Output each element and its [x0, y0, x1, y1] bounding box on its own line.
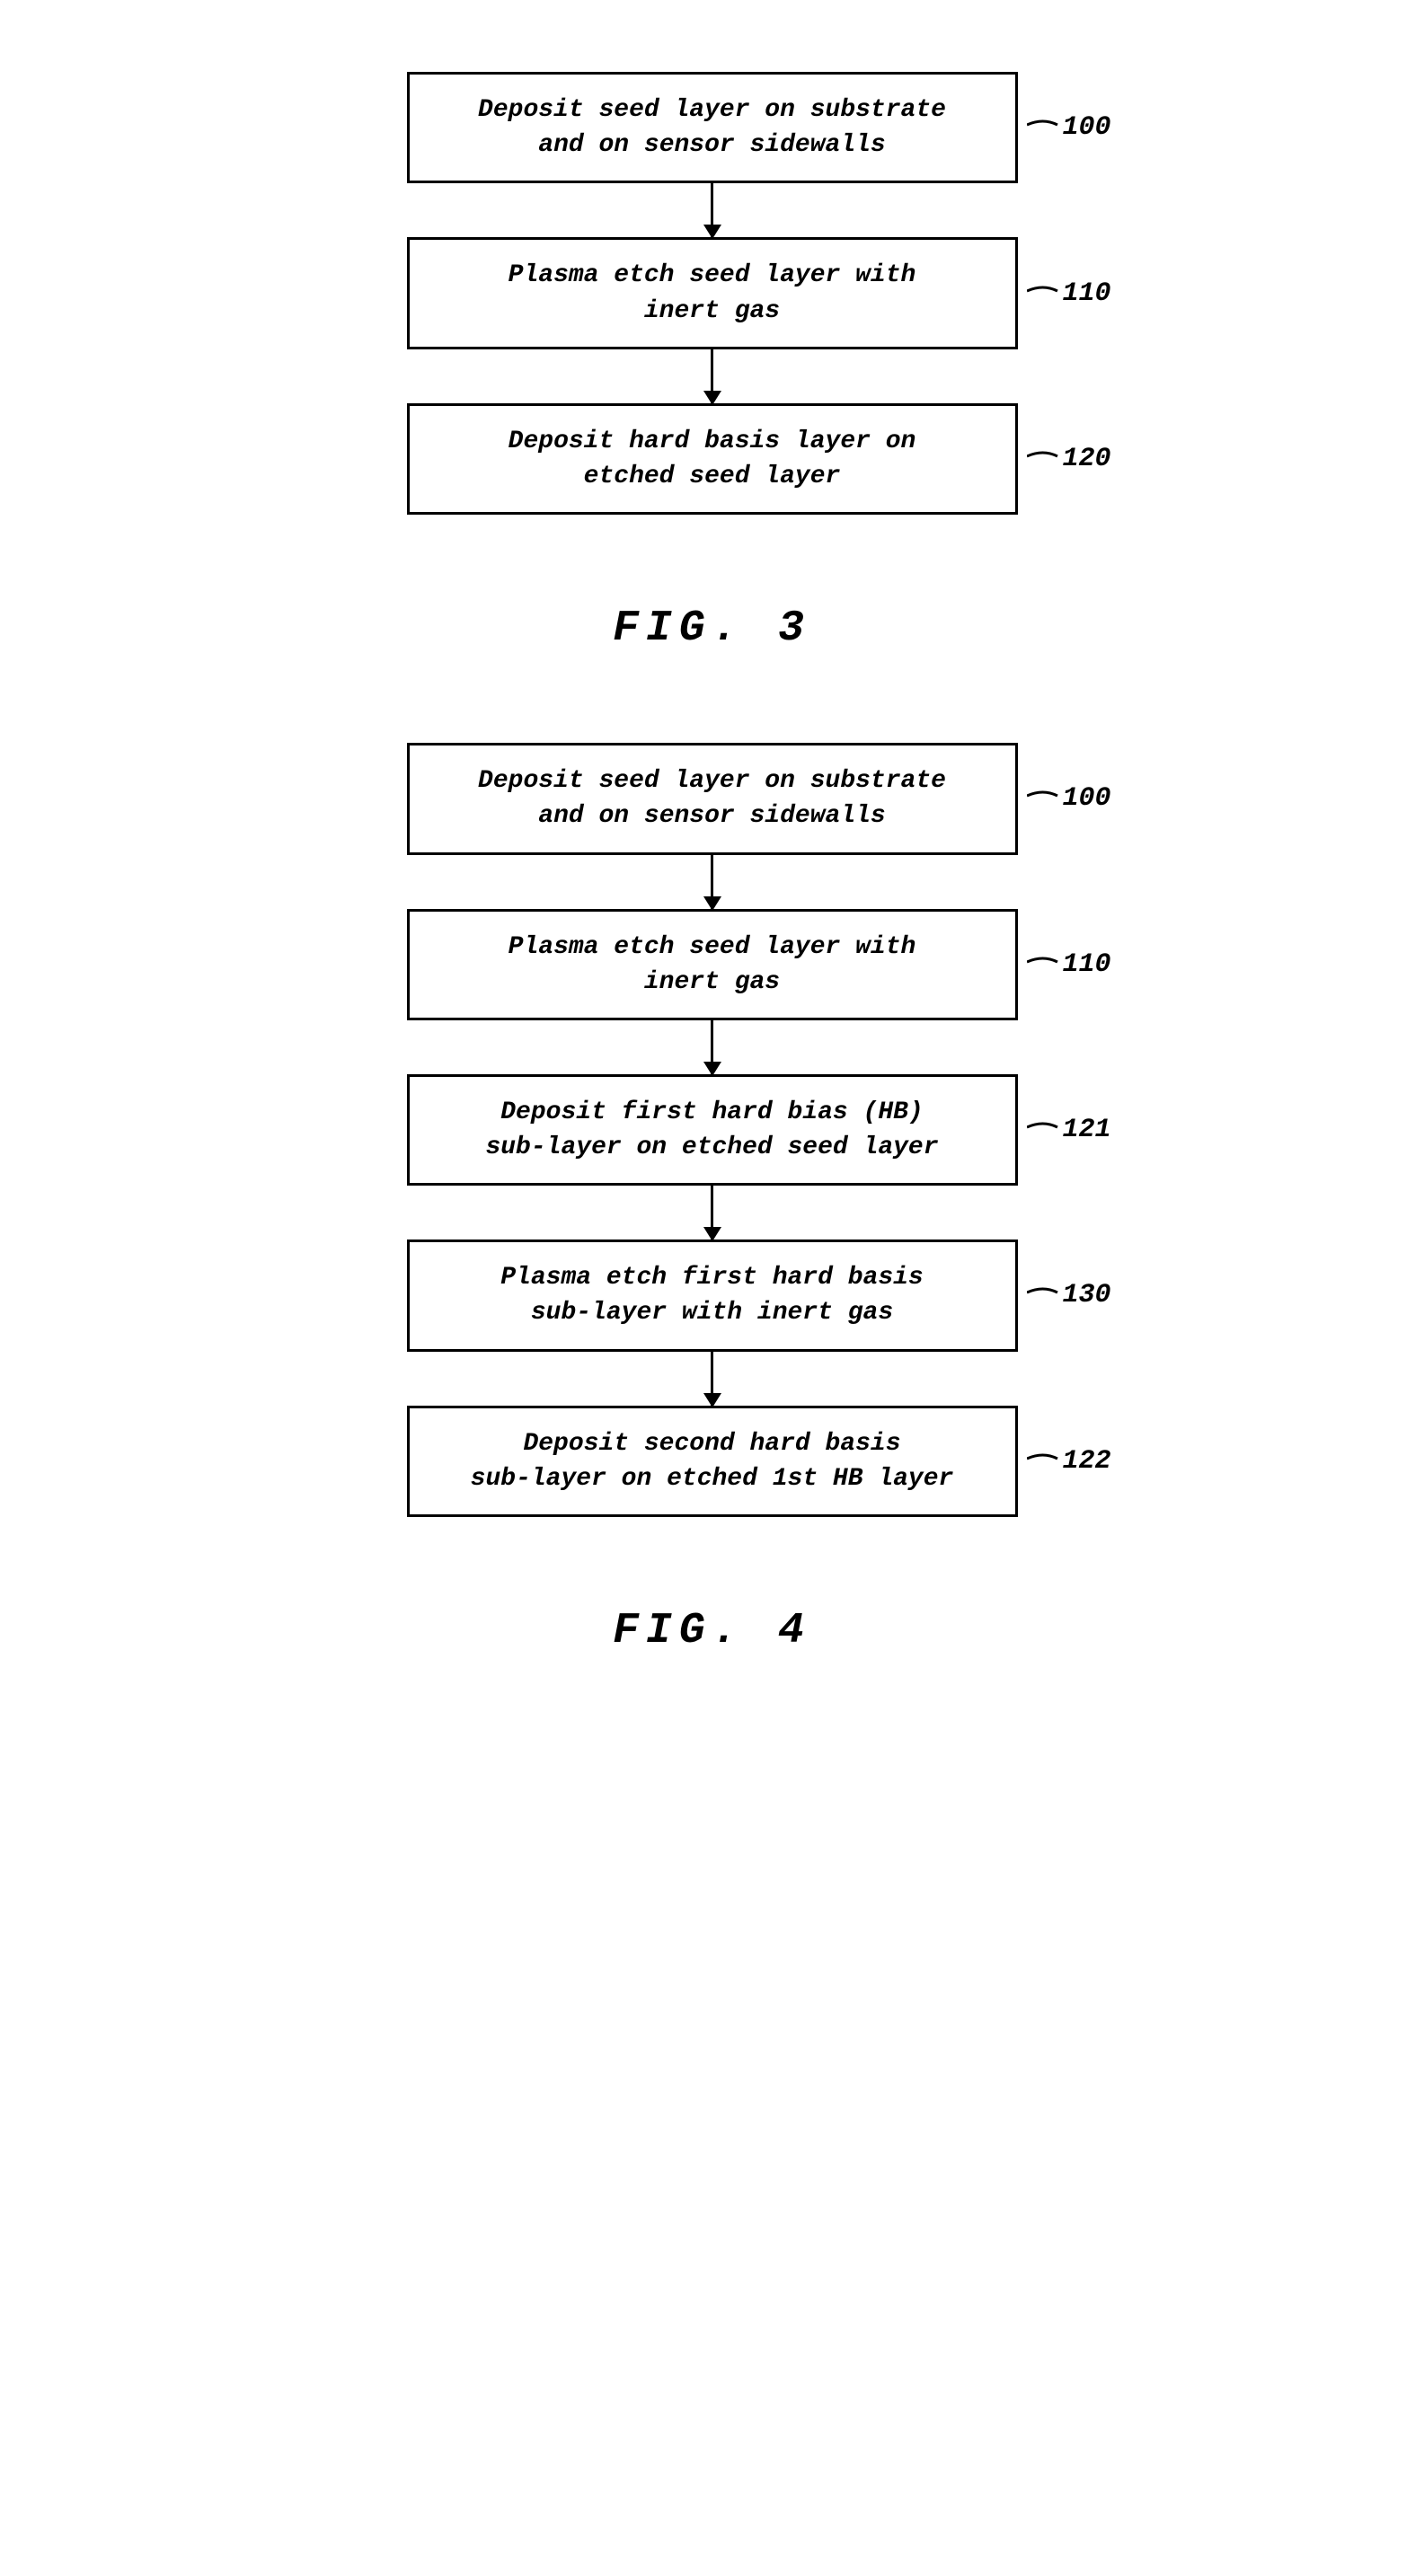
- box-text-line1: Plasma etch first hard basis: [500, 1264, 923, 1292]
- step-row: Deposit hard basis layer on etched seed …: [407, 403, 1018, 515]
- box-text-line1: Deposit first hard bias (HB): [500, 1098, 923, 1126]
- lead-line-icon: [1027, 114, 1059, 136]
- box-text-line2: and on sensor sidewalls: [538, 802, 885, 830]
- box-text-line1: Deposit second hard basis: [523, 1430, 900, 1458]
- lead-line-icon: [1027, 280, 1059, 302]
- lead-line-icon: [1027, 951, 1059, 973]
- arrow-icon: [711, 1352, 713, 1406]
- box-text-line2: inert gas: [644, 968, 780, 996]
- ref-value: 122: [1063, 1446, 1111, 1477]
- flowchart-fig3: Deposit seed layer on substrate and on s…: [407, 72, 1018, 515]
- arrow-icon: [711, 183, 713, 237]
- lead-line-icon: [1027, 1282, 1059, 1303]
- ref-value: 121: [1063, 1115, 1111, 1145]
- ref-value: 110: [1063, 949, 1111, 980]
- box-text-line2: and on sensor sidewalls: [538, 131, 885, 159]
- box-text-line1: Plasma etch seed layer with: [509, 933, 916, 961]
- box-text-line2: etched seed layer: [584, 463, 841, 490]
- process-box: Deposit seed layer on substrate and on s…: [407, 72, 1018, 183]
- step-row: Plasma etch first hard basis sub-layer w…: [407, 1239, 1018, 1351]
- box-text-line2: sub-layer on etched 1st HB layer: [471, 1465, 954, 1493]
- process-box: Plasma etch first hard basis sub-layer w…: [407, 1239, 1018, 1351]
- box-text-line1: Plasma etch seed layer with: [509, 261, 916, 289]
- ref-value: 130: [1063, 1280, 1111, 1310]
- arrow-icon: [711, 1020, 713, 1074]
- reference-number: 110: [1027, 278, 1111, 309]
- process-box: Plasma etch seed layer with inert gas: [407, 909, 1018, 1020]
- lead-line-icon: [1027, 1448, 1059, 1469]
- step-row: Deposit seed layer on substrate and on s…: [407, 72, 1018, 183]
- arrow-icon: [711, 855, 713, 909]
- box-text-line2: inert gas: [644, 297, 780, 325]
- process-box: Deposit first hard bias (HB) sub-layer o…: [407, 1074, 1018, 1186]
- step-row: Deposit seed layer on substrate and on s…: [407, 743, 1018, 854]
- step-row: Plasma etch seed layer with inert gas 11…: [407, 237, 1018, 348]
- box-text-line1: Deposit seed layer on substrate: [478, 96, 946, 124]
- reference-number: 100: [1027, 112, 1111, 143]
- figure-caption: FIG. 4: [613, 1607, 811, 1655]
- reference-number: 130: [1027, 1280, 1111, 1310]
- reference-number: 110: [1027, 949, 1111, 980]
- box-text-line1: Deposit seed layer on substrate: [478, 767, 946, 795]
- flowchart-fig4: Deposit seed layer on substrate and on s…: [407, 743, 1018, 1517]
- step-row: Plasma etch seed layer with inert gas 11…: [407, 909, 1018, 1020]
- ref-value: 100: [1063, 112, 1111, 143]
- arrow-icon: [711, 349, 713, 403]
- process-box: Plasma etch seed layer with inert gas: [407, 237, 1018, 348]
- ref-value: 120: [1063, 444, 1111, 474]
- process-box: Deposit second hard basis sub-layer on e…: [407, 1406, 1018, 1517]
- arrow-icon: [711, 1186, 713, 1239]
- lead-line-icon: [1027, 1116, 1059, 1138]
- process-box: Deposit seed layer on substrate and on s…: [407, 743, 1018, 854]
- ref-value: 100: [1063, 783, 1111, 814]
- figure-caption: FIG. 3: [613, 604, 811, 653]
- ref-value: 110: [1063, 278, 1111, 309]
- lead-line-icon: [1027, 785, 1059, 807]
- step-row: Deposit second hard basis sub-layer on e…: [407, 1406, 1018, 1517]
- lead-line-icon: [1027, 446, 1059, 467]
- step-row: Deposit first hard bias (HB) sub-layer o…: [407, 1074, 1018, 1186]
- reference-number: 122: [1027, 1446, 1111, 1477]
- process-box: Deposit hard basis layer on etched seed …: [407, 403, 1018, 515]
- reference-number: 120: [1027, 444, 1111, 474]
- box-text-line2: sub-layer with inert gas: [531, 1299, 893, 1327]
- box-text-line2: sub-layer on etched seed layer: [485, 1134, 938, 1161]
- reference-number: 100: [1027, 783, 1111, 814]
- reference-number: 121: [1027, 1115, 1111, 1145]
- box-text-line1: Deposit hard basis layer on: [509, 428, 916, 455]
